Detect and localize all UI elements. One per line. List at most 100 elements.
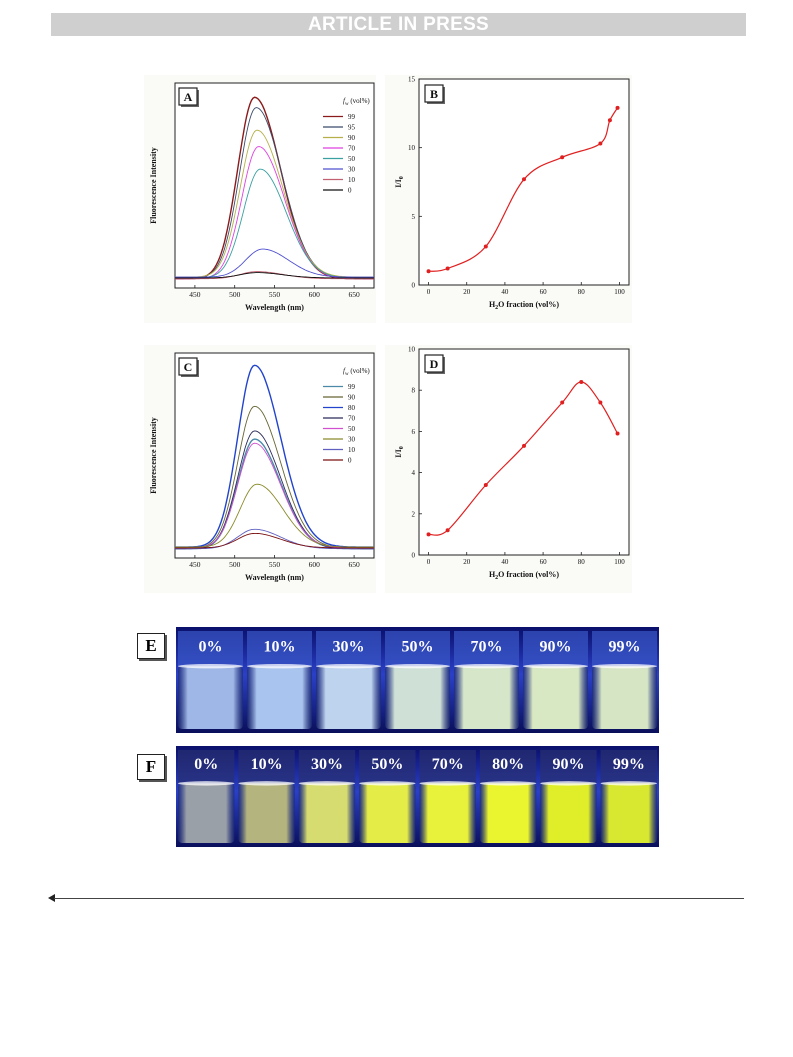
vial-liquid-99% xyxy=(592,666,657,729)
vial-glass xyxy=(479,750,537,784)
x-tick-label: 100 xyxy=(614,558,625,566)
spectrum-0 xyxy=(175,272,374,279)
x-tick-label: 450 xyxy=(189,560,201,569)
y-axis-title: I/I0 xyxy=(394,446,405,457)
meniscus xyxy=(247,664,312,669)
data-point-10 xyxy=(445,266,450,271)
vials-photo-f: 0% 10% 30% 50% 70% 80% 90% 99% xyxy=(176,746,659,847)
panel-label-d-box xyxy=(424,354,444,373)
data-point-90 xyxy=(598,141,603,146)
vial-glass xyxy=(385,631,450,666)
y-tick-label: 0 xyxy=(412,282,416,290)
meniscus xyxy=(178,781,235,786)
data-point-99 xyxy=(615,105,620,110)
x-tick-label: 0 xyxy=(427,288,431,296)
x-axis-title: Wavelength (nm) xyxy=(245,573,304,582)
vial-liquid-0% xyxy=(178,783,235,843)
legend-label-0: 0 xyxy=(348,457,352,465)
legend-label-80: 80 xyxy=(348,404,356,412)
spectrum-30 xyxy=(175,248,374,278)
vial-label-30%: 30% xyxy=(333,638,365,655)
meniscus xyxy=(359,781,416,786)
vial-glass xyxy=(178,631,243,666)
panel-label-a: A xyxy=(184,90,193,104)
vial-liquid-90% xyxy=(540,783,597,843)
vial-label-70%: 70% xyxy=(471,638,503,655)
back-arrow-icon[interactable] xyxy=(48,894,55,902)
data-point-30 xyxy=(483,482,488,487)
data-point-90 xyxy=(598,400,603,405)
vial-label-80%: 80% xyxy=(492,756,524,773)
x-tick-label: 40 xyxy=(501,558,509,566)
data-point-99 xyxy=(615,431,620,436)
vial-glass xyxy=(454,631,519,666)
banner-text: ARTICLE IN PRESS xyxy=(307,14,490,35)
vial-glass xyxy=(523,631,588,666)
vial-glass xyxy=(247,631,312,666)
y-tick-label: 0 xyxy=(412,552,416,560)
legend-title: fw (vol%) xyxy=(343,97,370,107)
panel-label-e: E xyxy=(137,633,165,659)
vial-label-70%: 70% xyxy=(432,756,464,773)
y-tick-label: 5 xyxy=(412,213,416,221)
x-tick-label: 650 xyxy=(348,560,360,569)
chart-panel-d: 0 20 40 60 80 100 0 2 4 6 8 10 H2O fraction (vol%) I/… xyxy=(385,345,632,593)
panel-label-c: C xyxy=(184,360,193,374)
x-tick-label: 650 xyxy=(348,290,360,299)
vial-glass xyxy=(178,750,235,784)
meniscus xyxy=(178,664,243,669)
vial-liquid-80% xyxy=(479,783,537,843)
vial-liquid-50% xyxy=(359,783,416,843)
y-tick-label: 4 xyxy=(412,469,416,477)
plot-frame xyxy=(418,78,630,286)
vial-liquid-10% xyxy=(247,666,312,729)
spectrum-0 xyxy=(175,532,374,549)
vial-liquid-50% xyxy=(385,666,450,729)
x-tick-label: 100 xyxy=(614,288,625,296)
vial-liquid-99% xyxy=(600,783,657,843)
x-axis-title: Wavelength (nm) xyxy=(245,303,304,312)
legend-label-95: 95 xyxy=(348,124,356,132)
meniscus xyxy=(238,781,295,786)
legend-label-0: 0 xyxy=(348,187,352,195)
vial-label-10%: 10% xyxy=(251,756,283,773)
vial-liquid-90% xyxy=(523,666,588,729)
y-axis-title: Fluorescence Intensity xyxy=(149,147,158,224)
x-tick-label: 500 xyxy=(229,290,241,299)
x-tick-label: 80 xyxy=(578,288,586,296)
vial-liquid-0% xyxy=(178,666,243,729)
vial-liquid-30% xyxy=(316,666,381,729)
y-tick-label: 10 xyxy=(408,346,416,354)
x-tick-label: 40 xyxy=(501,288,509,296)
x-tick-label: 20 xyxy=(463,288,471,296)
x-axis-title: H2O fraction (vol%) xyxy=(489,300,559,311)
spectrum-30 xyxy=(175,483,374,548)
legend-label-30: 30 xyxy=(348,436,356,444)
legend-label-50: 50 xyxy=(348,425,356,433)
vial-glass xyxy=(600,750,657,784)
x-tick-label: 0 xyxy=(427,558,431,566)
x-tick-label: 80 xyxy=(578,558,586,566)
vial-label-10%: 10% xyxy=(264,638,296,655)
data-point-70 xyxy=(560,155,565,160)
vial-liquid-10% xyxy=(238,783,295,843)
panel-label-b: B xyxy=(430,87,438,101)
vial-liquid-30% xyxy=(298,783,356,843)
vial-label-90%: 90% xyxy=(552,756,584,773)
vial-glass xyxy=(359,750,416,784)
fit-curve xyxy=(428,107,619,272)
legend-label-50: 50 xyxy=(348,155,356,163)
data-point-80 xyxy=(579,379,584,384)
data-point-30 xyxy=(483,244,488,249)
legend-title: fw (vol%) xyxy=(343,367,370,377)
vial-label-0%: 0% xyxy=(199,638,223,655)
meniscus xyxy=(600,781,657,786)
meniscus xyxy=(592,664,657,669)
vial-liquid-70% xyxy=(419,783,476,843)
vial-label-50%: 50% xyxy=(371,756,403,773)
y-axis-title: I/I0 xyxy=(394,176,405,187)
meniscus xyxy=(454,664,519,669)
x-tick-label: 550 xyxy=(269,560,281,569)
x-axis-title: H2O fraction (vol%) xyxy=(489,570,559,581)
x-tick-label: 60 xyxy=(540,558,548,566)
